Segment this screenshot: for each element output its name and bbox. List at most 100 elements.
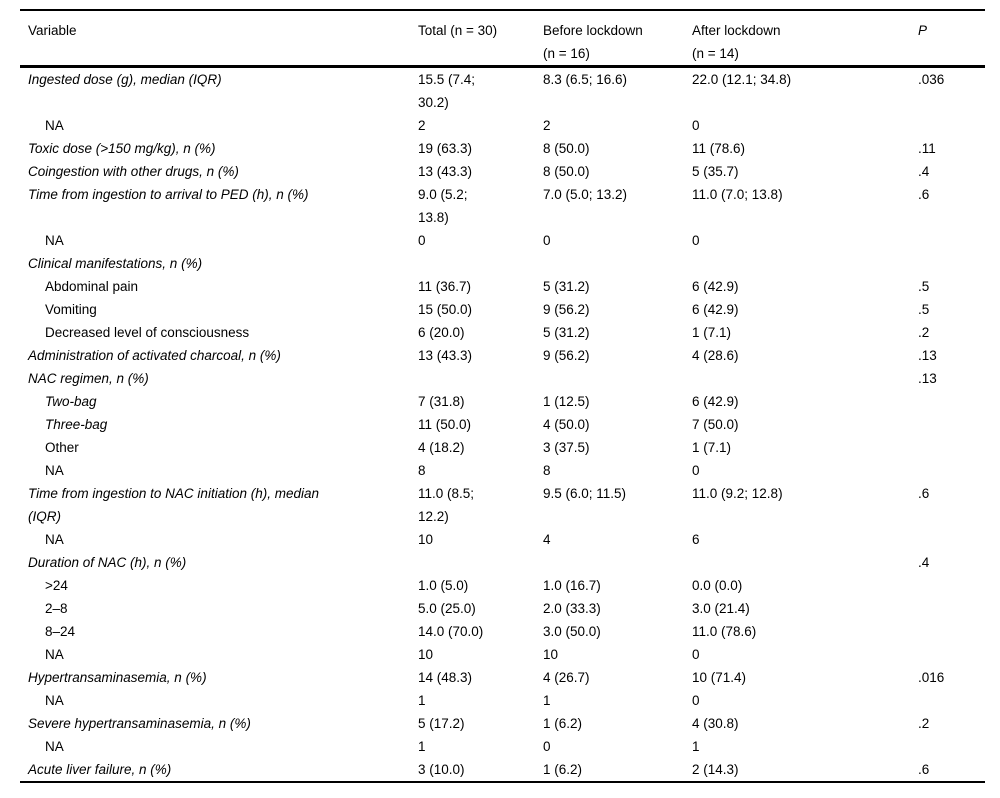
- cell-total: 9.0 (5.2; 13.8): [418, 187, 468, 225]
- cell-after-lockdown: 11.0 (7.0; 13.8): [692, 187, 783, 202]
- cell-total: 1: [418, 739, 426, 754]
- cell-p-value: .6: [918, 486, 930, 501]
- row-label: 8–24: [45, 624, 76, 639]
- cell-before-lockdown: [543, 367, 692, 390]
- row-label: NA: [45, 532, 64, 547]
- table-row: NA 8 8 0: [20, 459, 985, 482]
- row-label: Toxic dose (>150 mg/kg), n (%): [28, 141, 216, 156]
- row-label: Three-bag: [45, 417, 108, 432]
- cell-total: [418, 252, 543, 275]
- cell-p-value: .036: [918, 72, 945, 87]
- cell-after-lockdown: 0: [692, 693, 700, 708]
- cell-p-value: [918, 114, 985, 137]
- cell-after-lockdown: 0: [692, 647, 700, 662]
- table-row: NA 1 1 0: [20, 689, 985, 712]
- table-row: Abdominal pain 11 (36.7) 5 (31.2) 6 (42.…: [20, 275, 985, 298]
- cell-before-lockdown: 8.3 (6.5; 16.6): [543, 72, 628, 87]
- row-label: NA: [45, 647, 64, 662]
- cell-after-lockdown: 6 (42.9): [692, 394, 739, 409]
- cell-after-lockdown: [692, 367, 918, 390]
- cell-before-lockdown: 5 (31.2): [543, 325, 590, 340]
- column-header-total: Total (n = 30): [418, 10, 543, 68]
- row-label: NA: [45, 693, 64, 708]
- row-label: Acute liver failure, n (%): [28, 762, 172, 777]
- cell-p-value: [918, 436, 985, 459]
- row-label: >24: [45, 578, 68, 593]
- row-label: Time from ingestion to NAC initiation (h…: [28, 486, 319, 524]
- cell-after-lockdown: 10 (71.4): [692, 670, 747, 685]
- cell-p-value: .016: [918, 670, 945, 685]
- row-label: Duration of NAC (h), n (%): [28, 555, 187, 570]
- table-row: NAC regimen, n (%) .13: [20, 367, 985, 390]
- cell-after-lockdown: 0: [692, 233, 700, 248]
- cell-p-value: .13: [918, 371, 937, 386]
- cell-before-lockdown: 1 (12.5): [543, 394, 590, 409]
- cell-total: 14.0 (70.0): [418, 624, 484, 639]
- cell-after-lockdown: 1 (7.1): [692, 440, 732, 455]
- cell-after-lockdown: 0: [692, 118, 700, 133]
- paper-table-page: Variable Total (n = 30) Before lockdown …: [0, 9, 1000, 798]
- cell-before-lockdown: 1.0 (16.7): [543, 578, 601, 593]
- table-row: Toxic dose (>150 mg/kg), n (%) 19 (63.3)…: [20, 137, 985, 160]
- cell-before-lockdown: 2.0 (33.3): [543, 601, 601, 616]
- header-row: Variable Total (n = 30) Before lockdown …: [20, 10, 985, 68]
- cell-after-lockdown: 11 (78.6): [692, 141, 746, 156]
- cell-p-value: .6: [918, 762, 930, 777]
- table-row: 2–8 5.0 (25.0) 2.0 (33.3) 3.0 (21.4): [20, 597, 985, 620]
- cell-p-value: [918, 574, 985, 597]
- table-row: Other 4 (18.2) 3 (37.5) 1 (7.1): [20, 436, 985, 459]
- cell-total: 5.0 (25.0): [418, 601, 476, 616]
- cell-after-lockdown: [692, 252, 918, 275]
- table-row: NA 1 0 1: [20, 735, 985, 758]
- cell-total: 14 (48.3): [418, 670, 473, 685]
- table-row: Administration of activated charcoal, n …: [20, 344, 985, 367]
- cell-total: 13 (43.3): [418, 348, 473, 363]
- cell-total: 13 (43.3): [418, 164, 473, 179]
- cell-before-lockdown: 8 (50.0): [543, 141, 590, 156]
- cell-p-value: .4: [918, 555, 930, 570]
- cell-p-value: .13: [918, 348, 937, 363]
- row-label: Time from ingestion to arrival to PED (h…: [28, 187, 309, 202]
- table-row: Decreased level of consciousness 6 (20.0…: [20, 321, 985, 344]
- cell-p-value: [918, 413, 985, 436]
- cell-before-lockdown: 1: [543, 693, 551, 708]
- cell-p-value: [918, 689, 985, 712]
- column-header-p-value: P: [918, 10, 985, 68]
- row-label: NA: [45, 463, 64, 478]
- cell-before-lockdown: 4: [543, 532, 551, 547]
- cell-total: 19 (63.3): [418, 141, 473, 156]
- cell-before-lockdown: 7.0 (5.0; 13.2): [543, 187, 628, 202]
- table-row: Hypertransaminasemia, n (%) 14 (48.3) 4 …: [20, 666, 985, 689]
- cell-total: 7 (31.8): [418, 394, 465, 409]
- cell-after-lockdown: 11.0 (78.6): [692, 624, 757, 639]
- cell-before-lockdown: 9 (56.2): [543, 348, 590, 363]
- cell-total: [418, 367, 543, 390]
- cell-after-lockdown: 5 (35.7): [692, 164, 739, 179]
- table-row: Time from ingestion to NAC initiation (h…: [20, 482, 985, 528]
- table-row: Duration of NAC (h), n (%) .4: [20, 551, 985, 574]
- table-body: Ingested dose (g), median (IQR) 15.5 (7.…: [20, 67, 985, 783]
- cell-p-value: .2: [918, 716, 930, 731]
- cell-p-value: .4: [918, 164, 930, 179]
- row-label: Abdominal pain: [45, 279, 139, 294]
- cell-total: 6 (20.0): [418, 325, 465, 340]
- cell-before-lockdown: 2: [543, 118, 551, 133]
- cell-before-lockdown: 1 (6.2): [543, 762, 583, 777]
- cell-p-value: .11: [918, 141, 936, 156]
- cell-after-lockdown: 6: [692, 532, 700, 547]
- table-row: NA 10 10 0: [20, 643, 985, 666]
- column-header-after-lockdown: After lockdown (n = 14): [692, 10, 918, 68]
- table-row: Coingestion with other drugs, n (%) 13 (…: [20, 160, 985, 183]
- cell-total: 10: [418, 647, 434, 662]
- column-header-before-lockdown: Before lockdown (n = 16): [543, 10, 692, 68]
- cell-total: 1: [418, 693, 426, 708]
- cell-before-lockdown: 10: [543, 647, 559, 662]
- cell-after-lockdown: 0.0 (0.0): [692, 578, 743, 593]
- row-label: Hypertransaminasemia, n (%): [28, 670, 207, 685]
- cell-before-lockdown: 1 (6.2): [543, 716, 583, 731]
- cell-after-lockdown: 22.0 (12.1; 34.8): [692, 72, 792, 87]
- table-row: Clinical manifestations, n (%): [20, 252, 985, 275]
- cell-before-lockdown: 3 (37.5): [543, 440, 590, 455]
- table-row: Vomiting 15 (50.0) 9 (56.2) 6 (42.9) .5: [20, 298, 985, 321]
- cell-after-lockdown: 0: [692, 463, 700, 478]
